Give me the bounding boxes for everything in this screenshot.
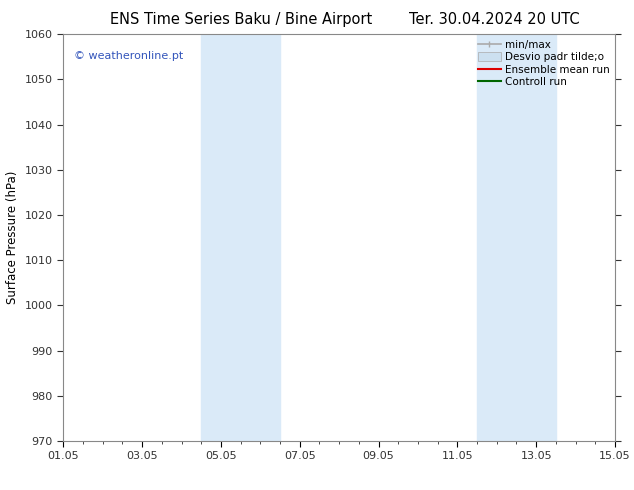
Bar: [202, 34, 280, 441]
Bar: [477, 34, 556, 441]
Text: ENS Time Series Baku / Bine Airport: ENS Time Series Baku / Bine Airport: [110, 12, 372, 27]
Y-axis label: Surface Pressure (hPa): Surface Pressure (hPa): [6, 171, 19, 304]
Legend: min/max, Desvio padr tilde;o, Ensemble mean run, Controll run: min/max, Desvio padr tilde;o, Ensemble m…: [476, 37, 612, 89]
Text: Ter. 30.04.2024 20 UTC: Ter. 30.04.2024 20 UTC: [409, 12, 580, 27]
Text: © weatheronline.pt: © weatheronline.pt: [74, 50, 184, 61]
